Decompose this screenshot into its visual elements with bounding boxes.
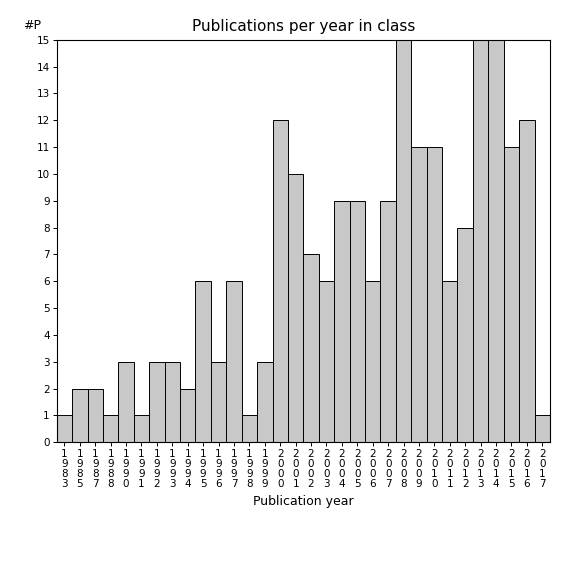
Bar <box>380 201 396 442</box>
Y-axis label: #P: #P <box>23 19 41 32</box>
Bar <box>458 227 473 442</box>
Bar <box>396 40 411 442</box>
Bar <box>535 416 550 442</box>
Bar <box>319 281 334 442</box>
Bar <box>226 281 242 442</box>
Bar <box>519 120 535 442</box>
Bar <box>134 416 149 442</box>
Bar <box>273 120 288 442</box>
Bar <box>488 40 503 442</box>
Bar <box>442 281 458 442</box>
Bar <box>350 201 365 442</box>
Bar <box>411 147 426 442</box>
Bar <box>149 362 164 442</box>
Bar <box>503 147 519 442</box>
X-axis label: Publication year: Publication year <box>253 495 354 508</box>
Bar <box>57 416 72 442</box>
Bar <box>87 388 103 442</box>
Bar <box>196 281 211 442</box>
Bar <box>164 362 180 442</box>
Bar <box>72 388 87 442</box>
Bar <box>119 362 134 442</box>
Bar <box>303 255 319 442</box>
Bar <box>257 362 273 442</box>
Title: Publications per year in class: Publications per year in class <box>192 19 415 35</box>
Bar <box>334 201 350 442</box>
Bar <box>365 281 380 442</box>
Bar <box>242 416 257 442</box>
Bar <box>426 147 442 442</box>
Bar <box>103 416 119 442</box>
Bar <box>288 174 303 442</box>
Bar <box>211 362 226 442</box>
Bar <box>180 388 196 442</box>
Bar <box>473 40 488 442</box>
